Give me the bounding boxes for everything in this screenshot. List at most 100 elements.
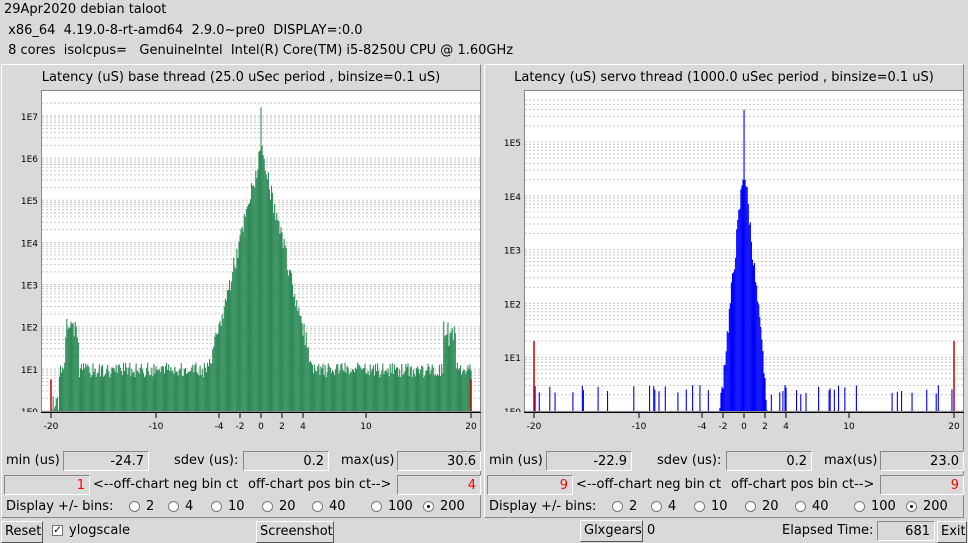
- histogram-bar: [321, 368, 323, 411]
- screenshot-button[interactable]: Screenshot: [256, 521, 334, 543]
- reset-button[interactable]: Reset: [1, 521, 43, 543]
- histogram-bar: [62, 367, 64, 411]
- histogram-bar: [736, 229, 738, 411]
- histogram-bar: [226, 290, 228, 411]
- histogram-bar: [177, 375, 179, 411]
- histogram-bar: [287, 275, 289, 411]
- histogram-bar: [293, 296, 295, 411]
- base-bins-radio-40[interactable]: 40: [312, 499, 346, 514]
- histogram-bar: [310, 363, 312, 411]
- bins-radio-label: 10: [228, 499, 245, 514]
- histogram-bar: [221, 314, 223, 411]
- histogram-bar: [280, 227, 282, 411]
- histogram-bar: [844, 387, 846, 411]
- base-bins-radio-100[interactable]: 100: [371, 499, 413, 514]
- histogram-bar: [313, 373, 315, 411]
- glxgears-button[interactable]: Glxgears: [580, 520, 643, 542]
- histogram-bar: [276, 212, 278, 411]
- bins-radio-label: 200: [440, 499, 465, 514]
- histogram-bar: [145, 375, 147, 411]
- histogram-bar: [357, 362, 359, 411]
- histogram-bar: [726, 331, 728, 411]
- x-tick-label: -2: [236, 422, 245, 432]
- base-max-value: 30.6: [397, 451, 481, 471]
- histogram-bar: [203, 363, 205, 411]
- histogram-bar: [392, 373, 394, 411]
- servo-bins-radio-200[interactable]: 200: [906, 499, 948, 514]
- histogram-bar: [259, 150, 261, 411]
- histogram-bar: [408, 376, 410, 411]
- servo-bins-radio-2[interactable]: 2: [612, 499, 637, 514]
- histogram-bar: [103, 376, 105, 411]
- base-bins-radio-20[interactable]: 20: [262, 499, 296, 514]
- histogram-bar: [87, 364, 89, 411]
- histogram-bar: [199, 365, 201, 411]
- servo-bins-radio-40[interactable]: 40: [795, 499, 829, 514]
- histogram-bar: [439, 364, 441, 411]
- histogram-bar: [731, 273, 734, 411]
- histogram-bar: [256, 178, 258, 411]
- histogram-bar: [194, 364, 196, 411]
- histogram-bar: [112, 367, 114, 411]
- histogram-bar: [779, 392, 781, 411]
- histogram-bar: [719, 407, 721, 411]
- histogram-bar: [384, 371, 386, 411]
- servo-bins-radio-100[interactable]: 100: [854, 499, 896, 514]
- base-pos-bin-count: 4: [397, 475, 481, 495]
- histogram-bar: [127, 374, 129, 411]
- base-bins-radio-2[interactable]: 2: [129, 499, 154, 514]
- base-bins-radio-10[interactable]: 10: [211, 499, 245, 514]
- histogram-bar: [751, 259, 753, 411]
- histogram-bar: [262, 155, 264, 411]
- x-tick-label: 10: [360, 422, 372, 432]
- ylogscale-checkbox[interactable]: ✓ ylogscale: [52, 523, 130, 538]
- histogram-bar: [420, 369, 422, 411]
- histogram-bar: [257, 169, 259, 411]
- histogram-bar: [351, 369, 353, 411]
- histogram-bar: [838, 385, 840, 411]
- histogram-bar: [323, 374, 325, 411]
- base-bins-radio-4[interactable]: 4: [168, 499, 193, 514]
- histogram-bar: [271, 185, 273, 411]
- servo-bins-radio-10[interactable]: 10: [694, 499, 728, 514]
- histogram-bar: [74, 321, 76, 411]
- histogram-bar: [750, 241, 752, 411]
- histogram-bar: [168, 364, 170, 411]
- histogram-bar: [174, 366, 176, 411]
- histogram-bar: [263, 158, 265, 411]
- histogram-bar: [397, 367, 399, 411]
- exit-button[interactable]: Exit: [937, 521, 967, 543]
- histogram-bar: [72, 323, 74, 411]
- histogram-bar: [99, 376, 101, 411]
- histogram-bar: [760, 326, 762, 411]
- histogram-bar: [105, 373, 107, 411]
- histogram-bar: [720, 392, 722, 411]
- bins-radio-label: 100: [388, 499, 413, 514]
- histogram-bar: [113, 368, 115, 411]
- histogram-bar: [230, 290, 232, 411]
- x-tick-label: -10: [149, 422, 164, 432]
- radio-dot-icon: [371, 501, 382, 512]
- histogram-bar: [343, 371, 345, 411]
- y-tick-label: 1E2: [21, 324, 38, 334]
- servo-thread-panel: Latency (uS) servo thread (1000.0 uSec p…: [484, 64, 964, 518]
- histogram-bar: [240, 228, 242, 411]
- histogram-bar: [147, 362, 149, 411]
- histogram-bar: [765, 400, 767, 411]
- histogram-bar: [747, 203, 749, 411]
- histogram-bar: [733, 272, 735, 411]
- histogram-bar: [75, 326, 77, 411]
- histogram-bar: [58, 376, 60, 411]
- base-bins-radio-200[interactable]: 200: [423, 499, 465, 514]
- servo-pos-bin-count: 9: [880, 475, 964, 495]
- servo-bins-radio-4[interactable]: 4: [651, 499, 676, 514]
- histogram-bar: [100, 366, 102, 411]
- histogram-bar: [411, 377, 413, 411]
- histogram-bar: [65, 337, 67, 411]
- histogram-bar: [363, 368, 365, 411]
- servo-bins-radio-20[interactable]: 20: [745, 499, 779, 514]
- histogram-bar: [344, 362, 346, 411]
- radio-dot-icon: [168, 501, 179, 512]
- histogram-bar: [245, 209, 247, 411]
- histogram-bar: [182, 376, 184, 411]
